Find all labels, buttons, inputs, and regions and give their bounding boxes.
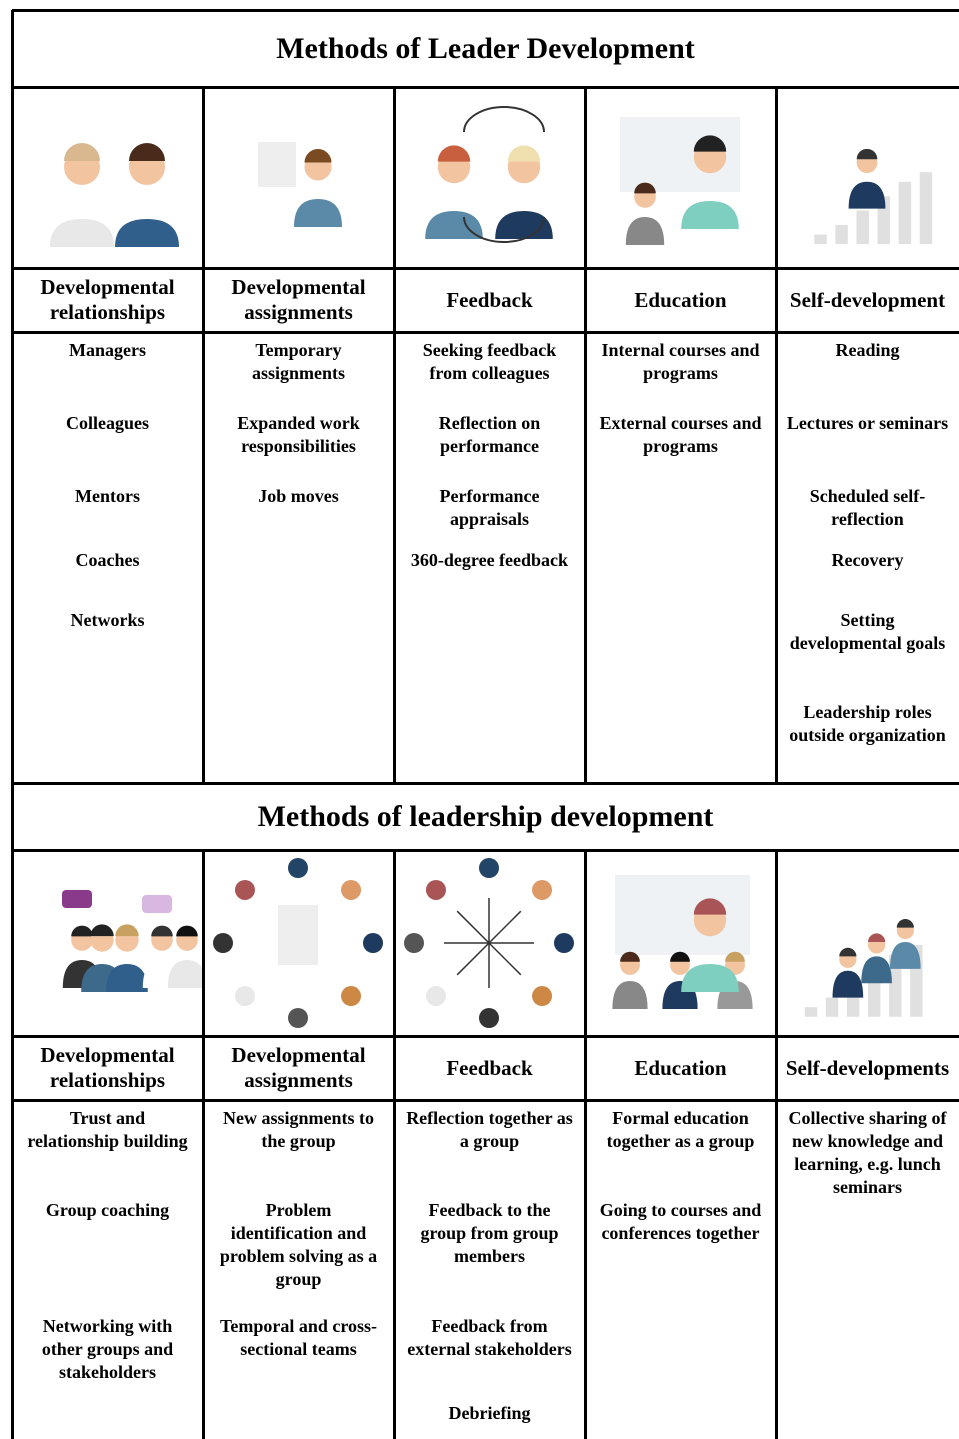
method-item: Networking with other groups and stakeho… xyxy=(41,1316,174,1382)
column-header: Education xyxy=(634,287,727,312)
v-rule xyxy=(11,783,14,1439)
method-item: Feedback to the group from group members xyxy=(420,1200,559,1266)
method-item: Reflection together as a group xyxy=(406,1108,573,1151)
h-rule xyxy=(12,849,959,852)
v-rule xyxy=(775,850,778,1439)
column-header: Feedback xyxy=(446,287,533,312)
illustration xyxy=(213,858,383,1028)
method-item: New assignments to the group xyxy=(223,1108,374,1151)
v-rule xyxy=(11,10,14,783)
method-item: Debriefing xyxy=(448,1403,531,1423)
illustration xyxy=(258,142,342,227)
illustration xyxy=(814,148,933,245)
section-title: Methods of Leader Development xyxy=(276,31,695,65)
illustration xyxy=(62,890,203,992)
method-item: Collective sharing of new knowledge and … xyxy=(788,1108,947,1197)
v-rule xyxy=(393,850,396,1439)
column-header: Feedback xyxy=(446,1055,533,1080)
method-item: Scheduled self-reflection xyxy=(809,486,926,529)
h-rule xyxy=(12,9,959,12)
method-item: Reflection on performance xyxy=(438,413,541,456)
method-item: Reading xyxy=(835,340,900,360)
illustration xyxy=(620,117,740,245)
column-header: Developmental relationships xyxy=(40,275,175,324)
method-item: Managers xyxy=(69,340,146,360)
v-rule xyxy=(393,87,396,783)
v-rule xyxy=(584,850,587,1439)
column-header: Self-development xyxy=(789,287,946,312)
h-rule xyxy=(12,267,959,270)
method-item: Performance appraisals xyxy=(439,486,540,529)
v-rule xyxy=(202,87,205,783)
illustration xyxy=(425,106,553,243)
method-item: Setting developmental goals xyxy=(789,610,946,653)
h-rule xyxy=(12,1099,959,1102)
column-header: Education xyxy=(634,1055,727,1080)
method-item: Temporal and cross-sectional teams xyxy=(219,1316,378,1359)
illustration xyxy=(804,919,923,1017)
illustration xyxy=(612,875,753,1009)
column-header: Developmental assignments xyxy=(231,275,366,324)
method-item: Formal education together as a group xyxy=(606,1108,755,1151)
method-item: Problem identification and problem solvi… xyxy=(219,1200,378,1289)
method-item: Recovery xyxy=(831,550,904,570)
method-item: Leadership roles outside organization xyxy=(789,702,946,745)
method-item: Group coaching xyxy=(45,1200,170,1220)
method-item: Seeking feedback from colleagues xyxy=(422,340,557,383)
method-item: Temporary assignments xyxy=(251,340,345,383)
method-item: Going to courses and conferences togethe… xyxy=(599,1200,762,1243)
h-rule xyxy=(12,86,959,89)
v-rule xyxy=(775,87,778,783)
section-title: Methods of leadership development xyxy=(257,799,714,833)
illustration xyxy=(404,858,574,1028)
h-rule xyxy=(12,782,959,785)
method-item: 360-degree feedback xyxy=(410,550,569,570)
h-rule xyxy=(12,331,959,334)
method-item: Colleagues xyxy=(66,413,149,433)
column-header: Self-developments xyxy=(785,1055,950,1080)
method-item: Coaches xyxy=(75,550,140,570)
method-item: Feedback from external stakeholders xyxy=(407,1316,572,1359)
method-item: Networks xyxy=(70,610,145,630)
column-header: Developmental assignments xyxy=(231,1043,366,1092)
v-rule xyxy=(202,850,205,1439)
method-item: Job moves xyxy=(258,486,339,506)
illustration xyxy=(50,143,179,247)
method-item: External courses and programs xyxy=(599,413,762,456)
method-item: Mentors xyxy=(75,486,140,506)
column-header: Developmental relationships xyxy=(40,1043,175,1092)
h-rule xyxy=(12,1035,959,1038)
method-item: Trust and relationship building xyxy=(27,1108,188,1151)
v-rule xyxy=(584,87,587,783)
method-item: Expanded work responsibilities xyxy=(237,413,360,456)
method-item: Lectures or seminars xyxy=(786,413,949,433)
method-item: Internal courses and programs xyxy=(601,340,760,383)
